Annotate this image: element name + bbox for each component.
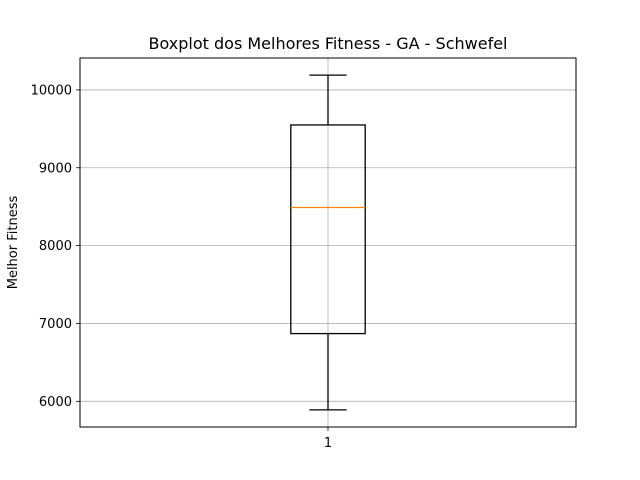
iqr-box (290, 124, 366, 335)
y-axis-label: Melhor Fitness (6, 196, 21, 290)
plot-frame (79, 57, 577, 428)
y-tick-label: 7000 (39, 317, 72, 332)
chart-title: Boxplot dos Melhores Fitness - GA - Schw… (149, 34, 508, 53)
axis-ticks: 6000 7000 8000 9000 10000 1 (31, 83, 333, 451)
y-tick-label: 8000 (39, 239, 72, 254)
y-tick-label: 10000 (31, 83, 72, 98)
box-elements (290, 74, 366, 411)
y-tick-label: 9000 (39, 161, 72, 176)
y-tick-label: 6000 (39, 395, 72, 410)
x-tick-label: 1 (324, 436, 332, 451)
